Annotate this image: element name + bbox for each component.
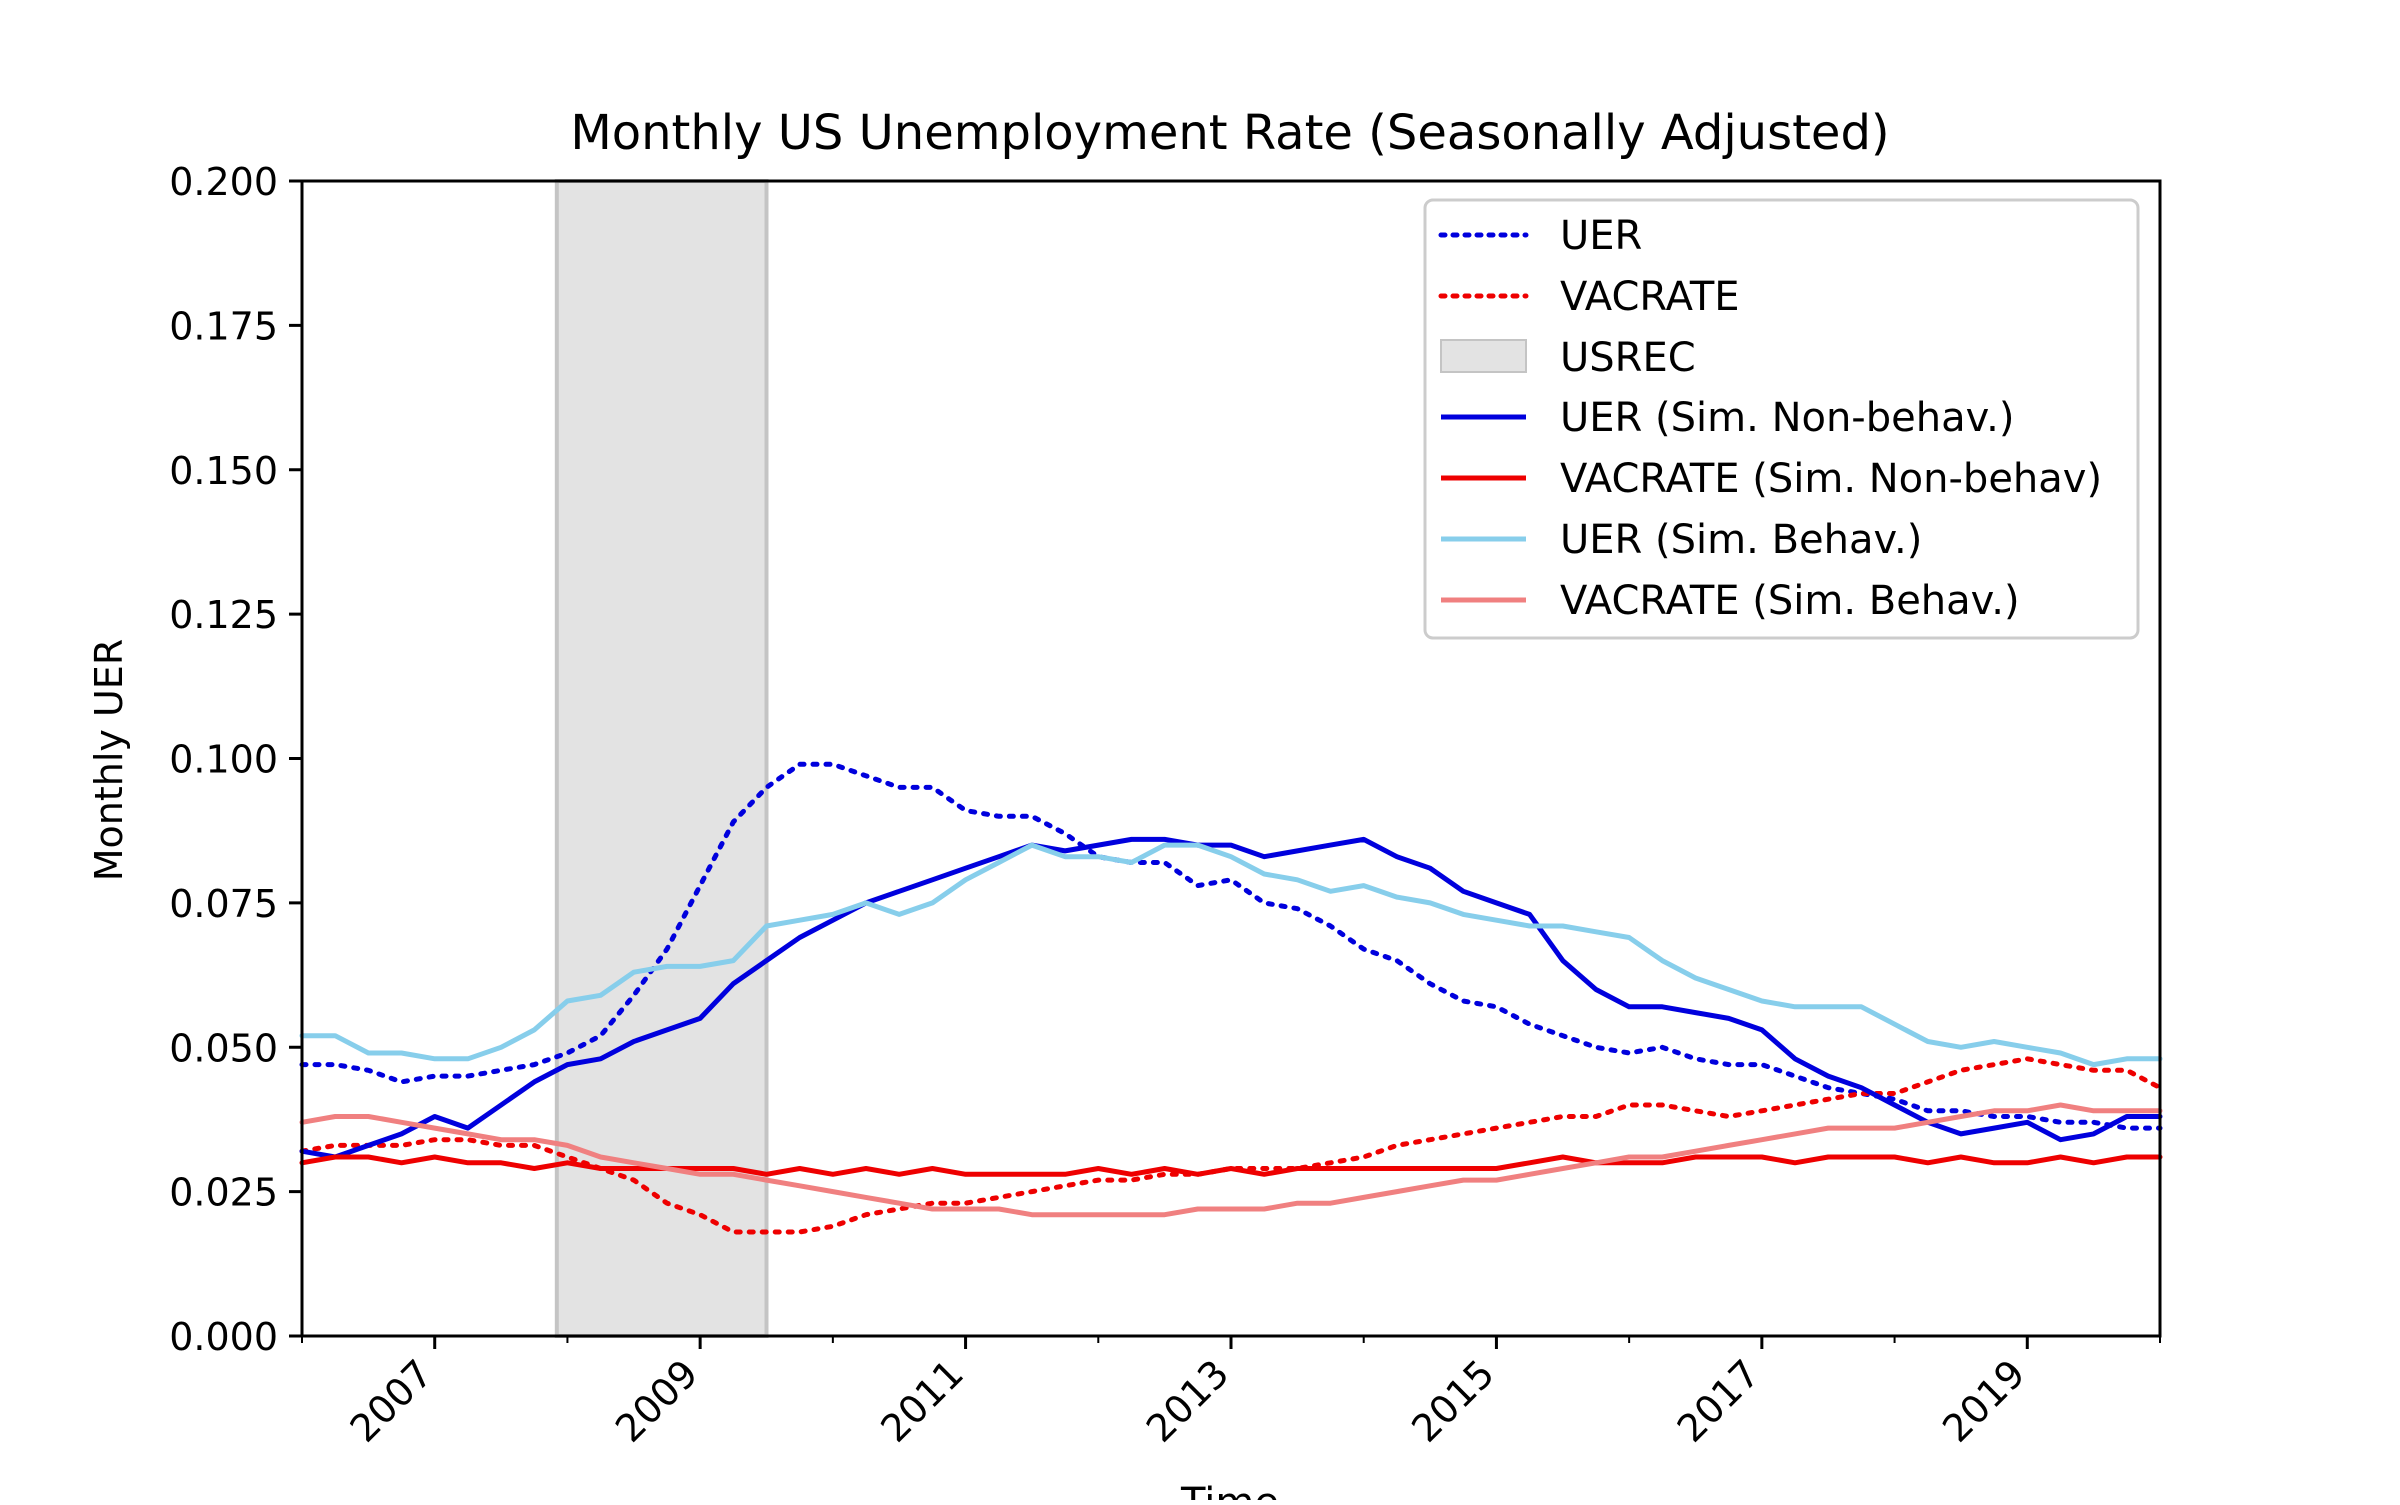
legend-label-uer-sim-behav: UER (Sim. Behav.): [1560, 517, 1922, 563]
legend-label-usrec: USREC: [1560, 335, 1696, 381]
legend-label-uer-sim-nonbehav: UER (Sim. Non-behav.): [1560, 395, 2015, 441]
recession-band: [554, 179, 769, 1338]
y-tick-label: 0.025: [169, 1171, 278, 1215]
legend-label-vacrate: VACRATE: [1560, 274, 1740, 320]
y-axis-label: Monthly UER: [87, 639, 131, 881]
series-line-uer-sim-behav: [299, 842, 2163, 1068]
legend-label-uer: UER: [1560, 213, 1642, 259]
series-line-vacrate-sim-behav: [299, 1102, 2163, 1218]
chart-title: Monthly US Unemployment Rate (Seasonally…: [570, 105, 1889, 161]
y-tick-label: 0.000: [169, 1315, 278, 1359]
series-line-vacrate-sim-non-behav: [299, 1154, 2163, 1177]
legend-swatch-usrec: [1440, 339, 1527, 373]
y-tick-label: 0.075: [169, 882, 278, 926]
series-line-vacrate: [299, 1056, 2163, 1235]
legend-label-vacrate-sim-nonbehav: VACRATE (Sim. Non-behav): [1560, 456, 2102, 502]
y-tick-label: 0.200: [169, 160, 278, 204]
legend-label-vacrate-sim-behav: VACRATE (Sim. Behav.): [1560, 578, 2020, 624]
x-axis-label: Time: [1180, 1480, 1279, 1500]
y-tick-label: 0.175: [169, 304, 278, 348]
chart-legend: UER VACRATE USREC UER (Sim. Non-behav.) …: [1423, 198, 2140, 640]
legend-frame: [1423, 198, 2140, 640]
y-tick-label: 0.125: [169, 593, 278, 637]
y-tick-label: 0.150: [169, 449, 278, 493]
series-line-uer-sim-non-behav: [299, 836, 2163, 1160]
y-tick-label: 0.050: [169, 1026, 278, 1070]
y-tick-label: 0.100: [169, 738, 278, 782]
series-line-uer: [299, 761, 2163, 1131]
